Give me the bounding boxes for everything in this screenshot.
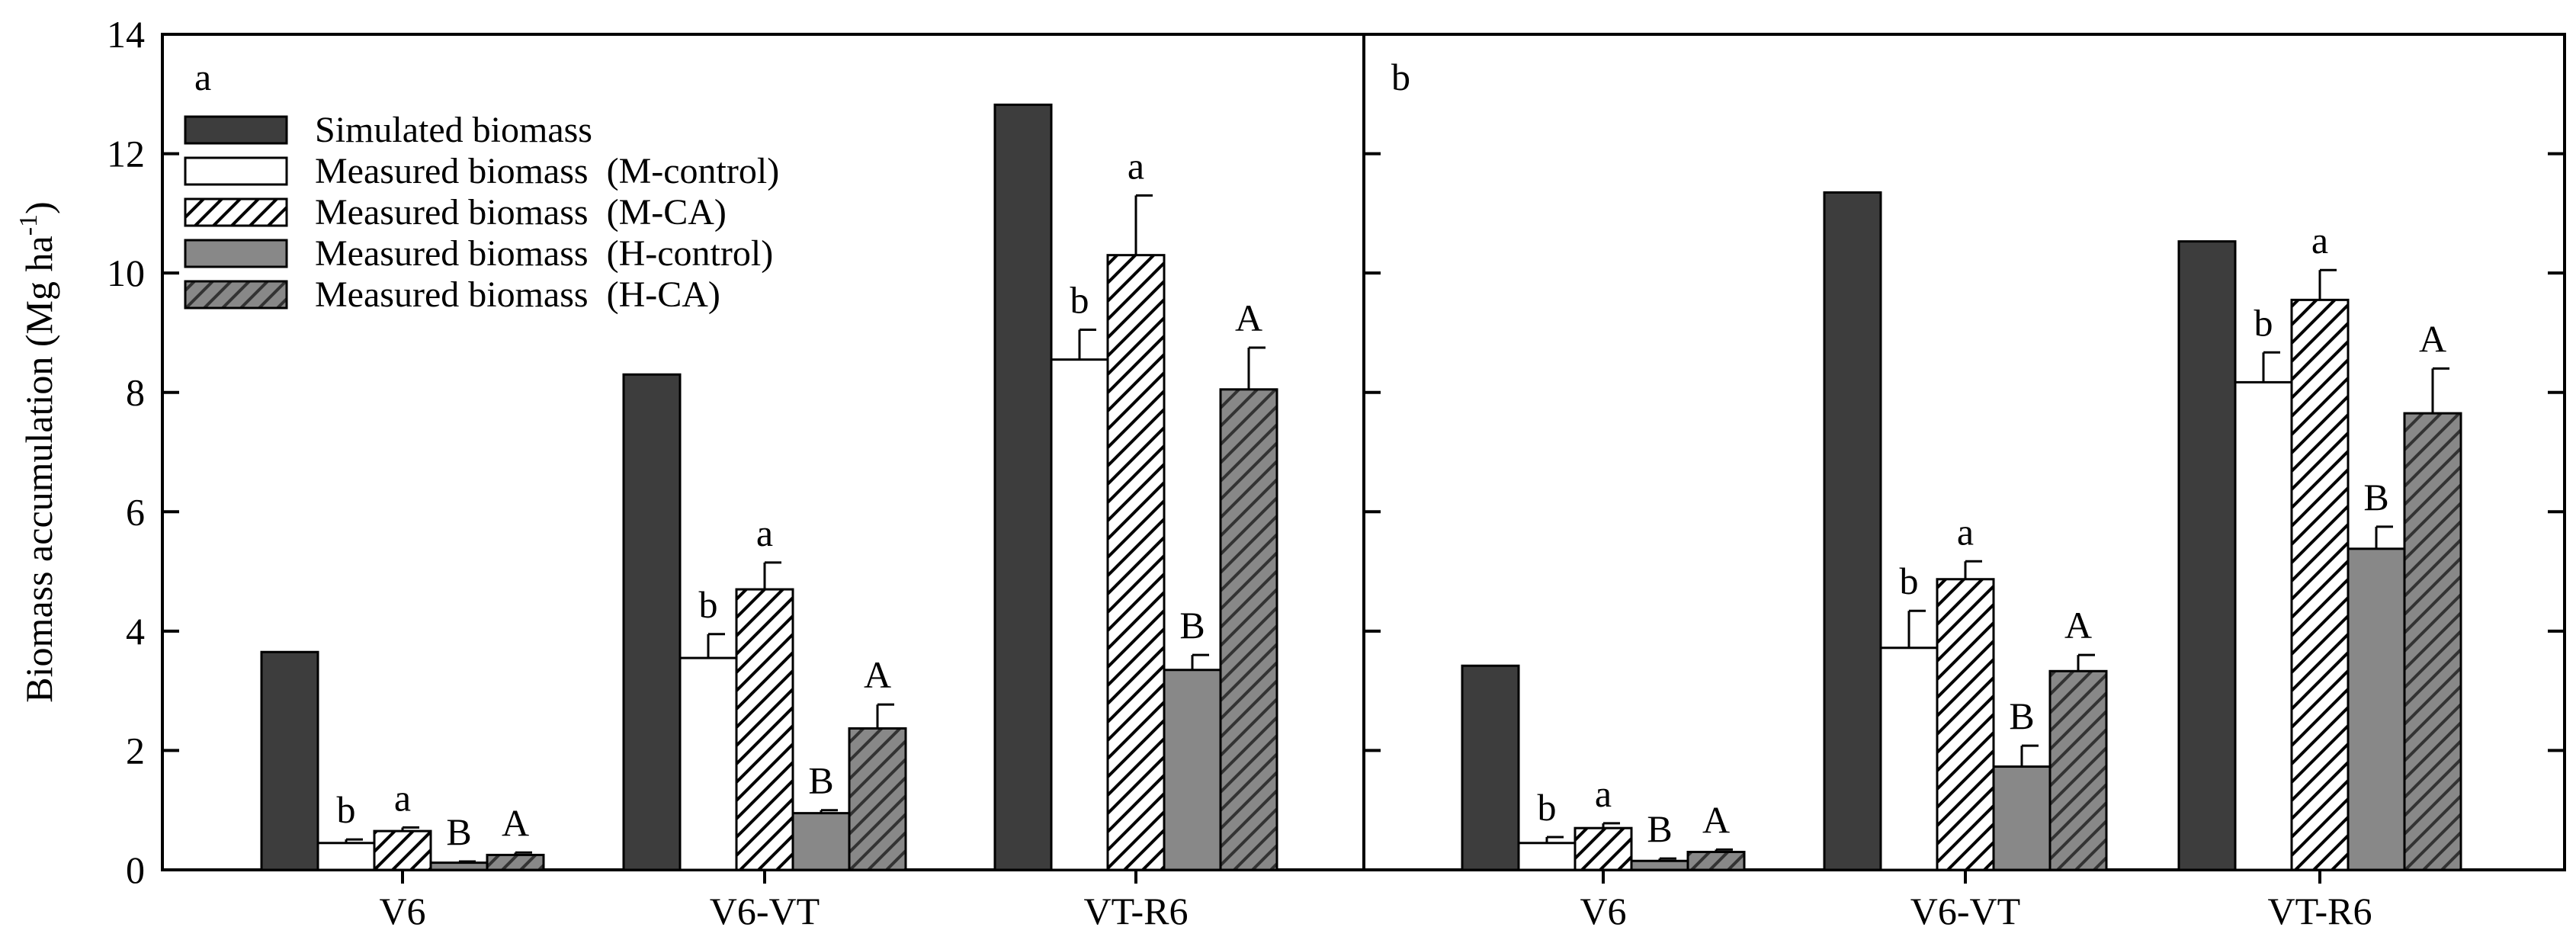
significance-letter: b xyxy=(1538,786,1557,829)
significance-letter: b xyxy=(699,583,718,626)
legend-label-h-ca: Measured biomass (H-CA) xyxy=(315,274,720,315)
bar-h-ca xyxy=(2048,669,2108,871)
legend-swatch-m-ca xyxy=(184,197,288,227)
bar-simulated xyxy=(2177,240,2237,871)
significance-letter: a xyxy=(756,512,773,554)
x-tick-label: VT-R6 xyxy=(2267,890,2372,932)
bar-m-ca xyxy=(1936,578,1995,871)
bar-simulated xyxy=(622,373,682,871)
significance-letter: a xyxy=(2311,219,2328,261)
legend-label-simulated: Simulated biomass xyxy=(315,110,592,150)
y-tick-label: 8 xyxy=(126,371,145,414)
bar-h-ca xyxy=(848,727,907,871)
bar-h-ca xyxy=(1686,851,1746,871)
legend-swatch-simulated xyxy=(184,115,288,145)
bar-simulated xyxy=(260,650,319,871)
y-tick-label: 14 xyxy=(107,13,145,56)
bar-h-control xyxy=(429,861,489,871)
significance-letter: B xyxy=(2009,695,2034,737)
bar-m-ca xyxy=(735,588,794,871)
bar-m-ca xyxy=(373,829,432,871)
significance-letter: A xyxy=(864,653,891,696)
bar-m-control xyxy=(678,656,738,871)
significance-letter: b xyxy=(1900,560,1919,602)
x-tick-label: V6 xyxy=(1580,890,1626,932)
bar-m-control xyxy=(1517,842,1577,871)
significance-letter: B xyxy=(1179,604,1205,646)
legend: Simulated biomass Measured biomass (M-co… xyxy=(184,110,779,315)
bar-simulated xyxy=(1823,191,1882,871)
y-tick-label: 4 xyxy=(126,610,145,653)
significance-letter: A xyxy=(502,801,529,844)
significance-letter: A xyxy=(2419,317,2446,360)
panel-label-b: b xyxy=(1391,56,1410,98)
bar-h-control xyxy=(1992,765,2051,871)
significance-letter: b xyxy=(1070,279,1089,322)
significance-letter: B xyxy=(1647,807,1672,850)
y-axis-label-main: Biomass accumulation (Mg ha xyxy=(18,236,60,702)
x-tick-label: V6 xyxy=(379,890,425,932)
bar-m-control xyxy=(1879,646,1939,871)
significance-letter: B xyxy=(2363,476,2388,518)
bar-h-control xyxy=(1163,669,1222,871)
legend-label-h-control: Measured biomass (H-control) xyxy=(315,233,773,274)
y-tick-label: 2 xyxy=(126,729,145,772)
bar-h-ca xyxy=(2403,412,2462,871)
significance-letter: a xyxy=(1595,772,1612,815)
bar-m-control xyxy=(2234,380,2293,871)
x-tick-label: V6-VT xyxy=(1910,890,2020,932)
x-tick-label: V6-VT xyxy=(710,890,820,932)
significance-letter: A xyxy=(1235,297,1262,339)
bar-m-control xyxy=(1050,358,1109,871)
significance-letter: b xyxy=(2254,301,2273,344)
y-tick-label: 12 xyxy=(107,133,145,175)
panel-label-a: a xyxy=(194,56,211,98)
bar-m-ca xyxy=(1106,254,1166,871)
legend-swatch-h-ca xyxy=(184,280,288,310)
significance-letter: B xyxy=(446,810,471,853)
bar-h-control xyxy=(1630,859,1689,871)
significance-letter: B xyxy=(808,759,833,802)
error-bars xyxy=(345,194,2449,863)
bar-h-ca xyxy=(1219,388,1278,871)
significance-letter: A xyxy=(2064,604,2092,646)
significance-letter: a xyxy=(1957,510,1974,553)
bar-m-control xyxy=(316,842,376,871)
bar-m-ca xyxy=(2290,298,2350,871)
legend-swatch-m-control xyxy=(184,156,288,186)
y-tick-label: 6 xyxy=(126,490,145,533)
bar-simulated xyxy=(993,103,1053,871)
significance-letter: b xyxy=(337,788,356,831)
bar-h-ca xyxy=(486,853,545,871)
significance-letter: a xyxy=(1128,144,1144,187)
y-axis-label: Biomass accumulation (Mg ha-1) xyxy=(14,201,60,702)
y-tick-label: 10 xyxy=(107,252,145,294)
bar-simulated xyxy=(1461,664,1520,871)
axes: 0 2 4 6 8 10 12 14 V6 V6-VT VT-R6 V6 V6-VT VT-R6 xyxy=(107,13,2565,932)
y-axis-label-close: ) xyxy=(18,201,60,214)
bar-h-control xyxy=(791,812,851,871)
bar-h-control xyxy=(2347,547,2406,871)
significance-letter: A xyxy=(1702,798,1730,841)
legend-label-m-control: Measured biomass (M-control) xyxy=(315,151,779,191)
bars xyxy=(260,103,2462,871)
legend-swatch-h-control xyxy=(184,239,288,268)
x-tick-label: VT-R6 xyxy=(1083,890,1188,932)
bar-m-ca xyxy=(1574,826,1633,871)
y-axis-label-superscript: -1 xyxy=(14,214,43,236)
significance-letter: a xyxy=(394,776,411,819)
legend-label-m-ca: Measured biomass (M-CA) xyxy=(315,192,727,233)
y-tick-label: 0 xyxy=(126,849,145,891)
